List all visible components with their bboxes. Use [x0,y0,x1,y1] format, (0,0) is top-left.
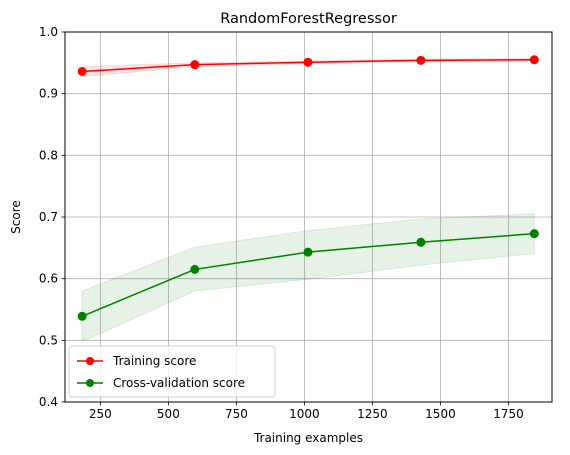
y-tick-label: 0.8 [39,148,58,162]
data-point [529,55,539,65]
y-tick-label: 1.0 [39,25,58,39]
chart-title: RandomForestRegressor [220,11,397,27]
x-tick-label: 1750 [493,407,524,421]
y-axis-ticks: 0.4 0.5 0.6 0.7 0.8 0.9 1.0 [39,25,65,409]
data-point [190,264,200,274]
data-point [303,57,313,67]
x-tick-label: 1500 [425,407,456,421]
x-tick-label: 1250 [357,407,388,421]
data-point [77,311,87,321]
data-point [303,247,313,257]
x-tick-label: 750 [225,407,248,421]
x-tick-label: 1000 [289,407,320,421]
data-point [529,229,539,239]
y-tick-label: 0.5 [39,333,58,347]
legend-box [68,345,276,398]
data-point [416,55,426,65]
data-point [77,66,87,76]
y-tick-label: 0.9 [39,87,58,101]
x-axis-label: Training examples [253,431,363,445]
legend-label: Cross-validation score [113,376,245,390]
legend: Training score Cross-validation score [68,345,276,398]
x-tick-label: 250 [89,407,112,421]
x-axis-ticks: 250 500 750 1000 1250 1500 1750 [89,402,524,421]
data-point [190,60,200,70]
data-point [416,237,426,247]
legend-marker [86,379,94,387]
legend-label: Training score [112,354,196,368]
x-tick-label: 500 [157,407,180,421]
y-axis-label: Score [9,200,23,234]
y-tick-label: 0.4 [39,395,58,409]
y-tick-label: 0.6 [39,272,58,286]
legend-marker [86,357,94,365]
series-lines [77,55,539,321]
y-tick-label: 0.7 [39,210,58,224]
